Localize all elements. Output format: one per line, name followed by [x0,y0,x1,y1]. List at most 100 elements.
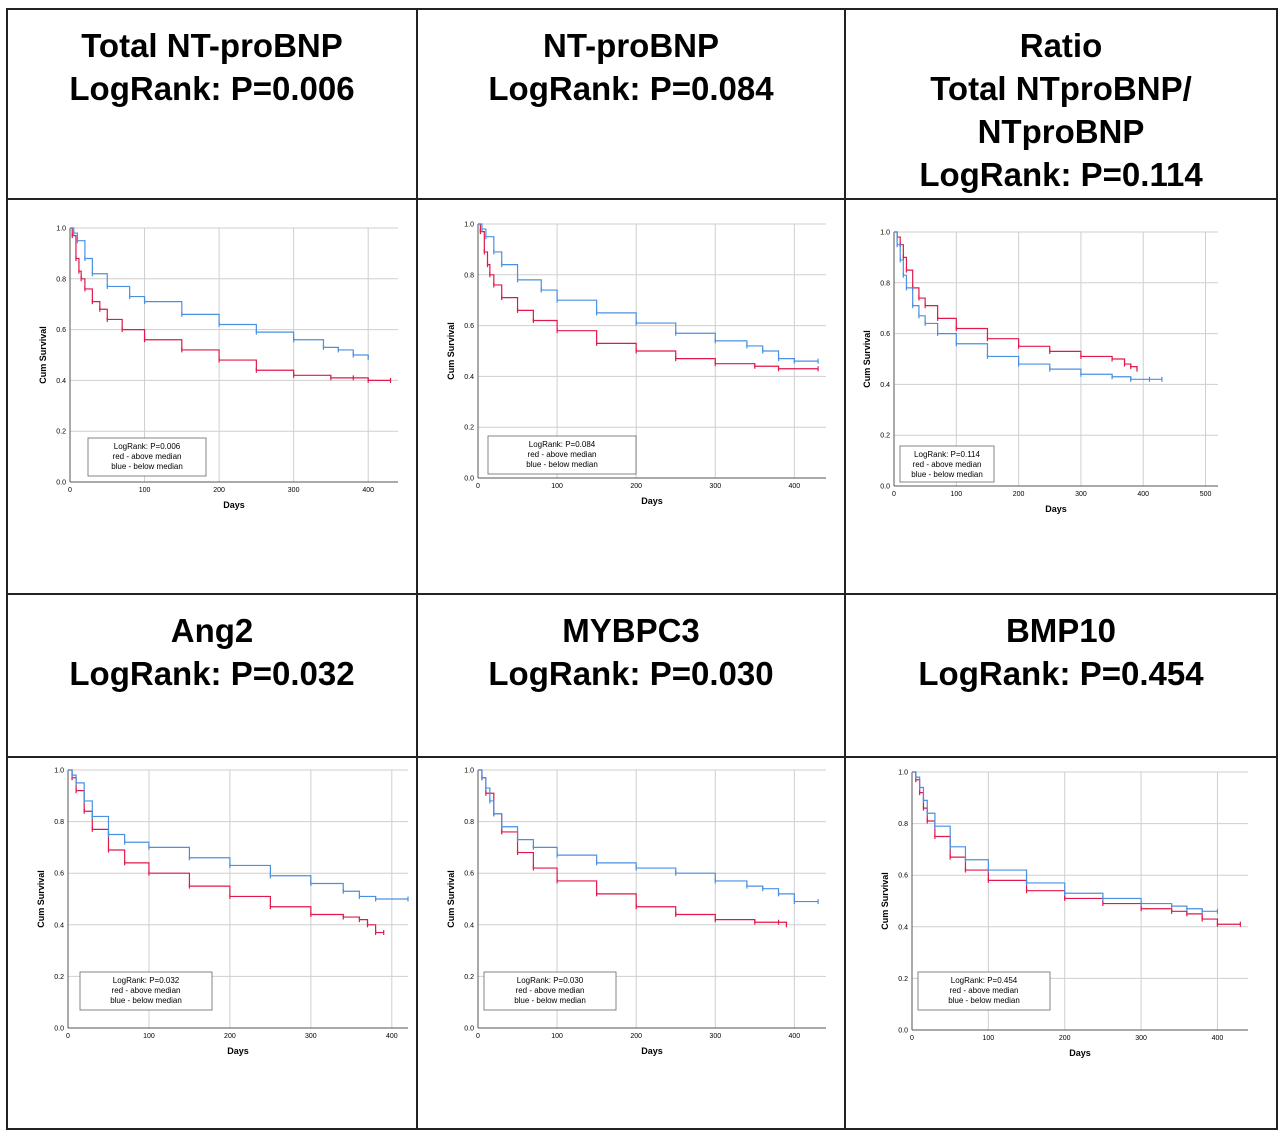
x-tick-label: 300 [288,487,300,494]
x-tick-label: 400 [1137,491,1149,498]
x-tick-label: 100 [983,1035,995,1042]
legend-line: LogRank: P=0.084 [529,440,596,449]
panel-title-line: NTproBNP [977,113,1145,150]
y-tick-label: 0.2 [464,425,474,432]
legend-line: LogRank: P=0.030 [517,976,584,985]
panel-title-line: Ang2 [170,612,254,649]
survival-curve-red [68,769,384,934]
x-tick-label: 0 [476,483,480,490]
km-survival-chart: 0.0 0.2 0.4 0.6 0.8 1.0 0 100 200 300 400 Days Cum S… [880,770,1248,1058]
survival-curve-blue [478,223,819,362]
km-chart-cell: 0.0 0.2 0.4 0.6 0.8 1.0 0 100 200 300 400 Days Cum S… [846,758,1276,1128]
panel-title-line: NT-proBNP [543,27,719,64]
legend-line: red - above median [950,986,1019,995]
panel-title-cell: Total NT-proBNP LogRank: P=0.006 [8,10,418,200]
x-tick-label: 0 [68,487,72,494]
survival-curve-red [894,231,1138,370]
y-tick-label: 0.2 [898,976,908,983]
y-axis-label: Cum Survival [446,870,456,928]
x-tick-label: 500 [1200,491,1212,498]
km-survival-chart: 0.0 0.2 0.4 0.6 0.8 1.0 0 100 200 300 400 Days Cum S… [446,222,826,506]
y-tick-label: 0.4 [880,382,890,389]
x-tick-label: 200 [1059,1035,1071,1042]
panel-title-line: Total NTproBNP/ [930,70,1192,107]
y-tick-label: 0.2 [464,974,474,981]
panel-title-line: LogRank: P=0.006 [69,70,355,107]
x-tick-label: 400 [1212,1035,1224,1042]
x-tick-label: 400 [362,487,374,494]
y-tick-label: 0.4 [56,378,66,385]
x-tick-label: 100 [551,1033,563,1040]
y-tick-label: 0.6 [464,323,474,330]
y-axis-label: Cum Survival [38,326,48,384]
y-tick-label: 0.2 [880,433,890,440]
x-tick-label: 0 [476,1033,480,1040]
y-tick-label: 0.0 [54,1026,64,1033]
x-tick-label: 100 [950,491,962,498]
x-tick-label: 300 [709,1033,721,1040]
x-tick-label: 200 [213,487,225,494]
legend-line: LogRank: P=0.454 [951,976,1018,985]
x-axis-label: Days [641,496,663,506]
panel-title-line: Ratio [1019,27,1103,64]
km-survival-chart: 0.0 0.2 0.4 0.6 0.8 1.0 0 100 200 300 400 Days Cum S… [38,226,398,510]
legend-line: blue - below median [110,996,182,1005]
y-tick-label: 1.0 [56,226,66,233]
panel-title-line: LogRank: P=0.114 [919,156,1203,193]
panel-title-line: MYBPC3 [562,612,700,649]
y-tick-label: 0.0 [56,480,66,487]
legend-line: blue - below median [514,996,586,1005]
y-axis-label: Cum Survival [862,330,872,388]
survival-curve-red [478,223,819,370]
km-chart-cell: 0.0 0.2 0.4 0.6 0.8 1.0 0 100 200 300 400 Days Cum S… [8,200,418,595]
y-tick-label: 0.6 [880,331,890,338]
legend-line: LogRank: P=0.006 [114,442,181,451]
panel-title-cell: NT-proBNP LogRank: P=0.084 [418,10,846,200]
x-tick-label: 300 [709,483,721,490]
y-tick-label: 0.6 [56,327,66,334]
x-tick-label: 300 [1075,491,1087,498]
x-axis-label: Days [1045,504,1067,514]
legend-box [917,971,1051,1011]
figure-grid: Total NT-proBNP LogRank: P=0.006 NT-proB… [6,8,1278,1130]
x-tick-label: 300 [305,1033,317,1040]
x-tick-label: 0 [910,1035,914,1042]
x-tick-label: 0 [892,491,896,498]
km-survival-chart: 0.0 0.2 0.4 0.6 0.8 1.0 0 100 200 300 400 Days Cum S… [446,768,826,1056]
km-survival-chart: 0.0 0.2 0.4 0.6 0.8 1.0 0 100 200 300 400 500 Days Cu… [862,230,1218,514]
y-tick-label: 0.0 [898,1028,908,1035]
km-survival-chart: 0.0 0.2 0.4 0.6 0.8 1.0 0 100 200 300 400 Days Cum S… [36,768,409,1056]
legend-line: LogRank: P=0.032 [113,976,180,985]
survival-curve-blue [478,769,819,903]
y-tick-label: 1.0 [54,768,64,775]
y-tick-label: 0.4 [464,374,474,381]
survival-curve-red [478,769,788,925]
panel-title-line: LogRank: P=0.454 [918,655,1204,692]
y-tick-label: 0.6 [464,871,474,878]
legend-line: red - above median [913,460,982,469]
km-chart-cell: 0.0 0.2 0.4 0.6 0.8 1.0 0 100 200 300 400 Days Cum S… [8,758,418,1128]
km-chart-cell: 0.0 0.2 0.4 0.6 0.8 1.0 0 100 200 300 400 Days Cum S… [418,758,846,1128]
x-tick-label: 100 [551,483,563,490]
y-tick-label: 0.4 [464,922,474,929]
y-tick-label: 0.6 [898,873,908,880]
survival-curve-red [912,771,1241,925]
y-tick-label: 0.2 [54,974,64,981]
legend-box [483,971,617,1011]
legend-line: red - above median [528,450,597,459]
y-tick-label: 0.8 [880,280,890,287]
legend-line: blue - below median [111,462,183,471]
y-axis-label: Cum Survival [36,870,46,928]
x-tick-label: 300 [1135,1035,1147,1042]
x-axis-label: Days [227,1046,249,1056]
legend-line: red - above median [113,452,182,461]
x-axis-label: Days [223,500,245,510]
y-tick-label: 1.0 [464,768,474,775]
panel-title-cell: Ratio Total NTproBNP/ NTproBNP LogRank: … [846,10,1276,200]
panel-title-line: LogRank: P=0.084 [488,70,774,107]
legend-line: red - above median [516,986,585,995]
x-tick-label: 400 [386,1033,398,1040]
legend-line: red - above median [112,986,181,995]
y-tick-label: 0.8 [898,821,908,828]
legend-line: blue - below median [526,460,598,469]
